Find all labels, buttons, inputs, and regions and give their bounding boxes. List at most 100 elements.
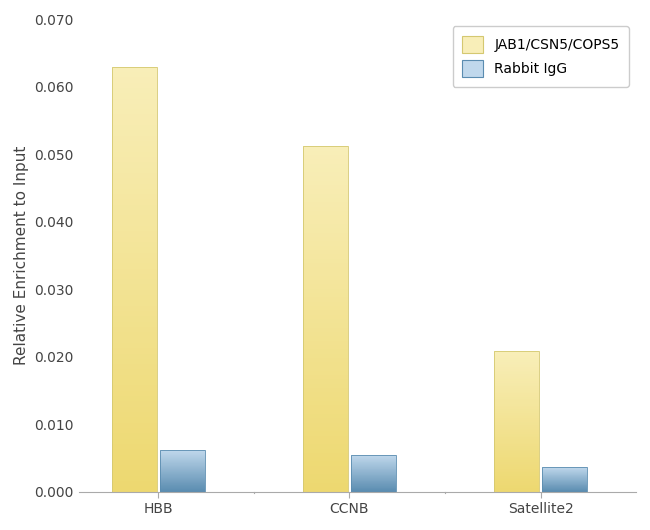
Bar bbox=[304, 427, 348, 431]
Bar bbox=[304, 319, 348, 323]
Bar bbox=[304, 250, 348, 254]
Bar bbox=[495, 413, 539, 414]
Bar bbox=[495, 437, 539, 439]
Bar bbox=[495, 448, 539, 449]
Bar bbox=[495, 395, 539, 397]
Bar bbox=[495, 439, 539, 441]
Bar bbox=[304, 233, 348, 237]
Bar bbox=[495, 414, 539, 416]
Bar bbox=[495, 357, 539, 358]
Bar bbox=[495, 480, 539, 481]
Bar bbox=[112, 449, 157, 455]
Bar bbox=[304, 340, 348, 345]
Bar bbox=[304, 176, 348, 181]
Bar bbox=[304, 302, 348, 306]
Bar bbox=[304, 474, 348, 479]
Bar bbox=[112, 428, 157, 433]
Bar bbox=[495, 476, 539, 478]
Bar bbox=[495, 467, 539, 469]
Bar bbox=[495, 386, 539, 388]
Bar bbox=[304, 401, 348, 405]
Bar bbox=[112, 354, 157, 359]
Bar bbox=[304, 349, 348, 354]
Bar bbox=[112, 476, 157, 481]
Bar bbox=[304, 163, 348, 168]
Bar bbox=[495, 465, 539, 467]
Bar bbox=[112, 72, 157, 77]
Bar bbox=[112, 104, 157, 109]
Bar bbox=[112, 316, 157, 322]
Bar bbox=[304, 457, 348, 462]
Bar bbox=[112, 99, 157, 104]
Bar bbox=[304, 466, 348, 470]
Bar bbox=[495, 429, 539, 430]
Bar bbox=[112, 167, 157, 173]
Bar bbox=[304, 453, 348, 457]
Bar bbox=[304, 410, 348, 414]
Bar bbox=[304, 259, 348, 263]
Bar bbox=[495, 443, 539, 444]
Bar bbox=[112, 205, 157, 210]
Bar bbox=[112, 375, 157, 380]
Bar bbox=[304, 241, 348, 245]
Bar bbox=[495, 362, 539, 364]
Bar bbox=[495, 483, 539, 484]
Bar bbox=[112, 417, 157, 422]
Bar bbox=[495, 487, 539, 488]
Bar bbox=[495, 351, 539, 492]
Bar bbox=[304, 405, 348, 410]
Bar bbox=[112, 136, 157, 141]
Bar bbox=[160, 450, 205, 492]
Bar bbox=[112, 93, 157, 99]
Bar bbox=[112, 338, 157, 343]
Bar bbox=[495, 444, 539, 446]
Bar bbox=[304, 392, 348, 396]
Bar bbox=[304, 207, 348, 211]
Bar bbox=[112, 120, 157, 125]
Bar bbox=[112, 178, 157, 183]
Bar bbox=[112, 173, 157, 178]
Bar bbox=[112, 157, 157, 162]
Bar bbox=[304, 487, 348, 492]
Bar bbox=[112, 236, 157, 242]
Bar bbox=[112, 274, 157, 279]
Bar bbox=[112, 83, 157, 88]
Bar bbox=[304, 224, 348, 228]
Bar bbox=[495, 471, 539, 472]
Bar bbox=[495, 484, 539, 487]
Bar bbox=[495, 379, 539, 381]
Bar bbox=[112, 396, 157, 401]
Bar bbox=[112, 343, 157, 348]
Bar bbox=[495, 469, 539, 471]
Bar bbox=[495, 430, 539, 432]
Bar bbox=[112, 162, 157, 167]
Bar bbox=[112, 369, 157, 375]
Bar bbox=[495, 449, 539, 452]
Bar bbox=[112, 385, 157, 391]
Bar bbox=[304, 431, 348, 436]
Bar bbox=[304, 202, 348, 207]
Bar bbox=[495, 390, 539, 392]
Bar bbox=[112, 199, 157, 205]
Bar bbox=[495, 474, 539, 476]
Bar bbox=[495, 446, 539, 448]
Bar bbox=[495, 374, 539, 376]
Bar bbox=[112, 285, 157, 290]
Bar bbox=[112, 412, 157, 417]
Bar bbox=[495, 453, 539, 455]
Bar bbox=[495, 432, 539, 434]
Bar bbox=[304, 289, 348, 293]
Bar bbox=[495, 434, 539, 436]
Bar bbox=[304, 396, 348, 401]
Bar bbox=[112, 301, 157, 306]
Bar bbox=[495, 399, 539, 401]
Bar bbox=[495, 420, 539, 421]
Bar bbox=[304, 211, 348, 215]
Bar bbox=[112, 295, 157, 301]
Bar bbox=[495, 392, 539, 393]
Bar bbox=[112, 401, 157, 407]
Bar bbox=[304, 345, 348, 349]
Bar bbox=[304, 189, 348, 194]
Bar bbox=[112, 88, 157, 93]
Bar bbox=[112, 194, 157, 199]
